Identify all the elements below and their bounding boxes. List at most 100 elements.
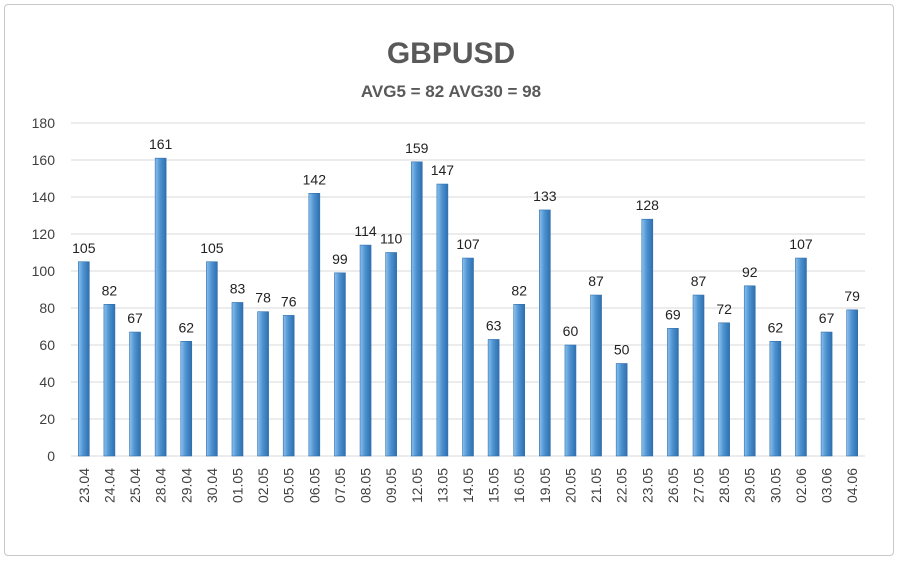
data-label: 87 <box>691 273 707 289</box>
data-label: 82 <box>511 282 527 298</box>
bar <box>103 303 116 457</box>
x-tick-label: 04.06 <box>844 468 860 503</box>
x-tick-label: 30.04 <box>204 468 220 503</box>
x-tick-label: 05.05 <box>281 468 297 503</box>
data-label: 142 <box>303 171 327 187</box>
data-label: 60 <box>563 323 579 339</box>
x-tick-label: 26.05 <box>665 468 681 503</box>
bar <box>641 218 654 457</box>
bar <box>154 157 167 457</box>
bar <box>385 252 397 457</box>
x-tick-label: 15.05 <box>486 468 502 503</box>
data-label: 105 <box>200 240 224 256</box>
bar <box>615 363 628 457</box>
chart-subtitle: AVG5 = 82 AVG30 = 98 <box>361 82 541 101</box>
y-tick-label: 140 <box>32 189 56 205</box>
y-axis-ticks: 0 20 40 60 80 100 120 140 160 180 <box>32 115 56 464</box>
bar <box>436 183 449 457</box>
x-tick-label: 29.04 <box>178 468 194 503</box>
bar-chart: GBPUSD AVG5 = 82 AVG30 = 98 0 20 40 60 80 100… <box>32 37 865 503</box>
data-label: 63 <box>486 317 502 333</box>
data-label: 133 <box>533 188 557 204</box>
data-label: 72 <box>716 301 732 317</box>
x-tick-label: 23.04 <box>76 468 92 503</box>
y-tick-label: 120 <box>32 226 56 242</box>
x-tick-label: 13.05 <box>434 468 450 503</box>
bar <box>590 294 602 457</box>
y-tick-label: 160 <box>32 152 56 168</box>
data-label: 62 <box>768 319 784 335</box>
bar <box>78 261 90 457</box>
x-tick-label: 03.06 <box>819 468 835 503</box>
data-label: 105 <box>72 240 96 256</box>
x-tick-label: 02.05 <box>255 468 271 503</box>
data-label: 67 <box>127 310 143 326</box>
data-label: 107 <box>456 236 480 252</box>
data-label: 69 <box>665 306 681 322</box>
bar <box>718 322 730 457</box>
data-label: 76 <box>281 293 297 309</box>
y-tick-label: 80 <box>39 300 55 316</box>
bar <box>282 315 295 457</box>
data-label: 159 <box>405 140 429 156</box>
bar <box>667 328 679 457</box>
bar <box>462 257 474 457</box>
x-axis-ticks: 23.04 24.04 25.04 28.04 29.04 30.04 01.05 02.05… <box>76 468 860 503</box>
bar <box>846 309 858 457</box>
bar <box>206 261 218 457</box>
data-label: 50 <box>614 342 630 358</box>
bar <box>410 161 423 457</box>
x-tick-label: 23.05 <box>639 468 655 503</box>
y-tick-label: 180 <box>32 115 56 131</box>
x-tick-label: 19.05 <box>537 468 553 503</box>
bar <box>513 303 526 457</box>
x-tick-label: 30.05 <box>767 468 783 503</box>
data-label: 147 <box>431 162 455 178</box>
x-tick-label: 27.05 <box>691 468 707 503</box>
x-tick-label: 08.05 <box>358 468 374 503</box>
x-tick-label: 14.05 <box>460 468 476 503</box>
bar <box>180 340 193 457</box>
bar <box>692 294 705 457</box>
bar <box>795 257 807 457</box>
x-tick-label: 29.05 <box>742 468 758 503</box>
chart-title: GBPUSD <box>387 37 515 70</box>
x-tick-label: 20.05 <box>562 468 578 503</box>
x-tick-label: 24.04 <box>101 468 117 503</box>
y-tick-label: 100 <box>32 263 56 279</box>
x-tick-label: 25.04 <box>127 468 143 503</box>
data-label: 128 <box>636 197 660 213</box>
data-label: 79 <box>844 288 860 304</box>
bar <box>743 285 756 457</box>
bar <box>539 209 551 457</box>
x-tick-label: 09.05 <box>383 468 399 503</box>
bar <box>769 340 782 457</box>
y-tick-label: 0 <box>47 448 55 464</box>
x-tick-label: 12.05 <box>409 468 425 503</box>
data-label: 114 <box>354 223 377 239</box>
bar <box>564 344 577 457</box>
x-tick-label: 06.05 <box>306 468 322 503</box>
x-tick-label: 28.05 <box>716 468 732 503</box>
data-label: 78 <box>255 290 271 306</box>
data-label: 92 <box>742 264 758 280</box>
bar <box>308 193 321 457</box>
x-tick-label: 02.06 <box>793 468 809 503</box>
data-label: 161 <box>149 136 173 152</box>
bar <box>129 331 141 457</box>
data-label: 87 <box>588 273 604 289</box>
chart-frame: GBPUSD AVG5 = 82 AVG30 = 98 0 20 40 60 80 100… <box>4 4 894 556</box>
bars <box>78 157 858 457</box>
data-label: 67 <box>819 310 835 326</box>
data-label: 62 <box>178 319 194 335</box>
bar <box>820 331 833 457</box>
x-tick-label: 16.05 <box>511 468 527 503</box>
y-tick-label: 40 <box>39 374 55 390</box>
x-tick-label: 01.05 <box>229 468 245 503</box>
data-label: 83 <box>230 280 246 296</box>
bar <box>359 244 372 457</box>
bar <box>334 272 346 457</box>
y-tick-label: 20 <box>39 411 55 427</box>
y-tick-label: 60 <box>39 337 55 353</box>
